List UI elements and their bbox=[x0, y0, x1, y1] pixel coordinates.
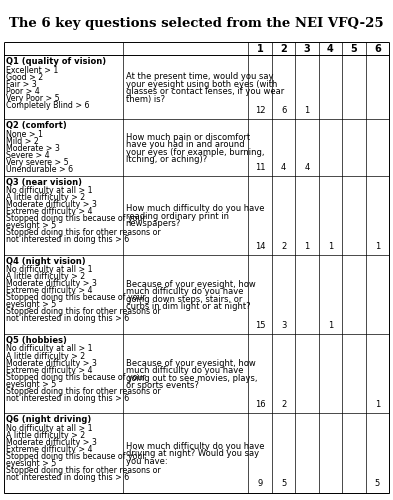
Text: Extreme difficulty > 4: Extreme difficulty > 4 bbox=[6, 286, 93, 296]
Text: Good > 2: Good > 2 bbox=[6, 72, 44, 82]
Text: None > 1: None > 1 bbox=[6, 130, 43, 138]
Text: Extreme difficulty > 4: Extreme difficulty > 4 bbox=[6, 444, 93, 454]
Text: eyesight > 5: eyesight > 5 bbox=[6, 300, 57, 310]
Text: How much difficulty do you have: How much difficulty do you have bbox=[126, 204, 264, 213]
Text: Stopped doing this for other reasons or: Stopped doing this for other reasons or bbox=[6, 228, 161, 237]
Text: Because of your eyesight, how: Because of your eyesight, how bbox=[126, 280, 255, 288]
Text: 3: 3 bbox=[281, 321, 286, 330]
Text: 5: 5 bbox=[375, 480, 380, 488]
Text: Stopped doing this for other reasons or: Stopped doing this for other reasons or bbox=[6, 308, 161, 316]
Text: you have:: you have: bbox=[126, 456, 167, 466]
Text: 1: 1 bbox=[375, 242, 380, 251]
Text: How much difficulty do you have: How much difficulty do you have bbox=[126, 442, 264, 450]
Text: not interested in doing this > 6: not interested in doing this > 6 bbox=[6, 472, 129, 482]
Text: reading ordinary print in: reading ordinary print in bbox=[126, 212, 229, 220]
Text: Very Poor > 5: Very Poor > 5 bbox=[6, 94, 60, 102]
Text: How much pain or discomfort: How much pain or discomfort bbox=[126, 132, 250, 141]
Text: Moderate difficulty > 3: Moderate difficulty > 3 bbox=[6, 438, 97, 446]
Text: Stopped doing this because of your: Stopped doing this because of your bbox=[6, 294, 146, 302]
Text: your eyesight using both eyes (with: your eyesight using both eyes (with bbox=[126, 80, 277, 89]
Text: Very severe > 5: Very severe > 5 bbox=[6, 158, 69, 166]
Text: not interested in doing this > 6: not interested in doing this > 6 bbox=[6, 394, 129, 402]
Text: glasses or contact lenses, if you wear: glasses or contact lenses, if you wear bbox=[126, 88, 284, 96]
Text: 1: 1 bbox=[375, 400, 380, 409]
Text: 6: 6 bbox=[374, 44, 381, 54]
Text: much difficulty do you have: much difficulty do you have bbox=[126, 287, 243, 296]
Text: 2: 2 bbox=[281, 242, 286, 251]
Text: 6: 6 bbox=[281, 106, 286, 116]
Text: going down steps, stairs, or: going down steps, stairs, or bbox=[126, 294, 242, 304]
Text: 14: 14 bbox=[255, 242, 265, 251]
Text: Q1 (quality of vision): Q1 (quality of vision) bbox=[6, 58, 107, 66]
Text: A little difficulty > 2: A little difficulty > 2 bbox=[6, 430, 86, 440]
Text: Because of your eyesight, how: Because of your eyesight, how bbox=[126, 358, 255, 368]
Text: 15: 15 bbox=[255, 321, 265, 330]
Text: 2: 2 bbox=[280, 44, 287, 54]
Text: Severe > 4: Severe > 4 bbox=[6, 150, 50, 160]
Text: Moderate difficulty > 3: Moderate difficulty > 3 bbox=[6, 358, 97, 368]
Text: A little difficulty > 2: A little difficulty > 2 bbox=[6, 193, 86, 202]
Text: Extreme difficulty > 4: Extreme difficulty > 4 bbox=[6, 207, 93, 216]
Text: have you had in and around: have you had in and around bbox=[126, 140, 244, 149]
Text: No difficulty at all > 1: No difficulty at all > 1 bbox=[6, 424, 93, 432]
Text: eyesight > 5: eyesight > 5 bbox=[6, 458, 57, 468]
Text: 5: 5 bbox=[351, 44, 357, 54]
Text: No difficulty at all > 1: No difficulty at all > 1 bbox=[6, 266, 93, 274]
Text: 12: 12 bbox=[255, 106, 265, 116]
Text: 4: 4 bbox=[327, 44, 334, 54]
Text: 1: 1 bbox=[305, 106, 310, 116]
Text: 4: 4 bbox=[305, 163, 310, 172]
Text: 5: 5 bbox=[281, 480, 286, 488]
Text: 3: 3 bbox=[304, 44, 310, 54]
Text: Fair > 3: Fair > 3 bbox=[6, 80, 37, 88]
Text: Stopped doing this for other reasons or: Stopped doing this for other reasons or bbox=[6, 386, 161, 396]
Text: 1: 1 bbox=[328, 242, 333, 251]
Text: Stopped doing this because of your: Stopped doing this because of your bbox=[6, 372, 146, 382]
Text: your eyes (for example, burning,: your eyes (for example, burning, bbox=[126, 148, 264, 156]
Text: Q2 (comfort): Q2 (comfort) bbox=[6, 122, 67, 130]
Text: 1: 1 bbox=[305, 242, 310, 251]
Text: A little difficulty > 2: A little difficulty > 2 bbox=[6, 352, 86, 360]
Text: Q5 (hobbies): Q5 (hobbies) bbox=[6, 336, 67, 345]
Text: Extreme difficulty > 4: Extreme difficulty > 4 bbox=[6, 366, 93, 374]
Text: eyesight > 5: eyesight > 5 bbox=[6, 221, 57, 230]
Text: Q3 (near vision): Q3 (near vision) bbox=[6, 178, 82, 187]
Text: Completely Blind > 6: Completely Blind > 6 bbox=[6, 100, 90, 110]
Text: The 6 key questions selected from the NEI VFQ-25: The 6 key questions selected from the NE… bbox=[9, 17, 384, 30]
Text: No difficulty at all > 1: No difficulty at all > 1 bbox=[6, 344, 93, 354]
Text: Moderate difficulty > 3: Moderate difficulty > 3 bbox=[6, 200, 97, 209]
Text: A little difficulty > 2: A little difficulty > 2 bbox=[6, 272, 86, 281]
Text: No difficulty at all > 1: No difficulty at all > 1 bbox=[6, 186, 93, 195]
Text: newspapers?: newspapers? bbox=[126, 220, 181, 228]
Text: 9: 9 bbox=[257, 480, 263, 488]
Text: Q6 (night driving): Q6 (night driving) bbox=[6, 416, 92, 424]
Text: Stopped doing this because of your: Stopped doing this because of your bbox=[6, 214, 146, 223]
Text: Poor > 4: Poor > 4 bbox=[6, 86, 40, 96]
Text: 1: 1 bbox=[328, 321, 333, 330]
Text: 4: 4 bbox=[281, 163, 286, 172]
Text: not interested in doing this > 6: not interested in doing this > 6 bbox=[6, 236, 129, 244]
Text: 11: 11 bbox=[255, 163, 265, 172]
Text: 1: 1 bbox=[257, 44, 264, 54]
Text: 16: 16 bbox=[255, 400, 266, 409]
Text: Q4 (night vision): Q4 (night vision) bbox=[6, 257, 86, 266]
Text: Unendurable > 6: Unendurable > 6 bbox=[6, 164, 73, 173]
Text: not interested in doing this > 6: not interested in doing this > 6 bbox=[6, 314, 129, 324]
Text: Stopped doing this for other reasons or: Stopped doing this for other reasons or bbox=[6, 466, 161, 474]
Text: 2: 2 bbox=[281, 400, 286, 409]
Text: eyesight > 5: eyesight > 5 bbox=[6, 380, 57, 388]
Text: At the present time, would you say: At the present time, would you say bbox=[126, 72, 273, 82]
Text: them) is?: them) is? bbox=[126, 95, 165, 104]
Text: Stopped doing this because of your: Stopped doing this because of your bbox=[6, 452, 146, 460]
Text: Mild > 2: Mild > 2 bbox=[6, 136, 39, 145]
Text: going out to see movies, plays,: going out to see movies, plays, bbox=[126, 374, 257, 383]
Text: Moderate difficulty > 3: Moderate difficulty > 3 bbox=[6, 280, 97, 288]
Text: driving at night? Would you say: driving at night? Would you say bbox=[126, 449, 259, 458]
Text: much difficulty do you have: much difficulty do you have bbox=[126, 366, 243, 376]
Text: or sports events?: or sports events? bbox=[126, 382, 198, 390]
Text: itching, or aching)?: itching, or aching)? bbox=[126, 155, 207, 164]
Text: Moderate > 3: Moderate > 3 bbox=[6, 144, 60, 152]
Text: curbs in dim light or at night?: curbs in dim light or at night? bbox=[126, 302, 250, 311]
Text: Excellent > 1: Excellent > 1 bbox=[6, 66, 59, 74]
